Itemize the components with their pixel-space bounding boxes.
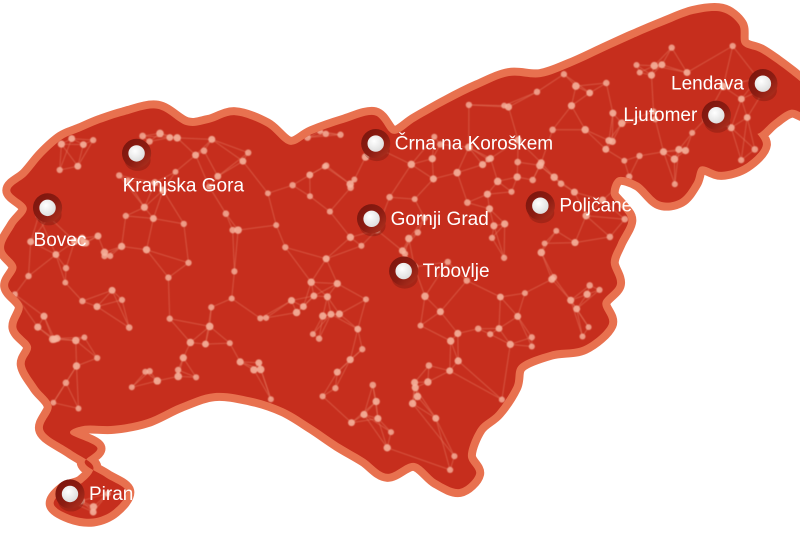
svg-text:Ljutomer: Ljutomer bbox=[623, 105, 698, 126]
svg-text:Kranjska Gora: Kranjska Gora bbox=[123, 175, 245, 196]
svg-text:Lendava: Lendava bbox=[671, 74, 744, 95]
svg-text:Poljčane: Poljčane bbox=[559, 196, 632, 217]
svg-text:Gornji Grad: Gornji Grad bbox=[391, 209, 489, 230]
svg-text:Bovec: Bovec bbox=[34, 230, 87, 251]
svg-text:Piran: Piran bbox=[89, 484, 133, 505]
svg-text:Trbovlje: Trbovlje bbox=[423, 261, 490, 282]
svg-text:Črna na Koroškem: Črna na Koroškem bbox=[395, 133, 553, 155]
